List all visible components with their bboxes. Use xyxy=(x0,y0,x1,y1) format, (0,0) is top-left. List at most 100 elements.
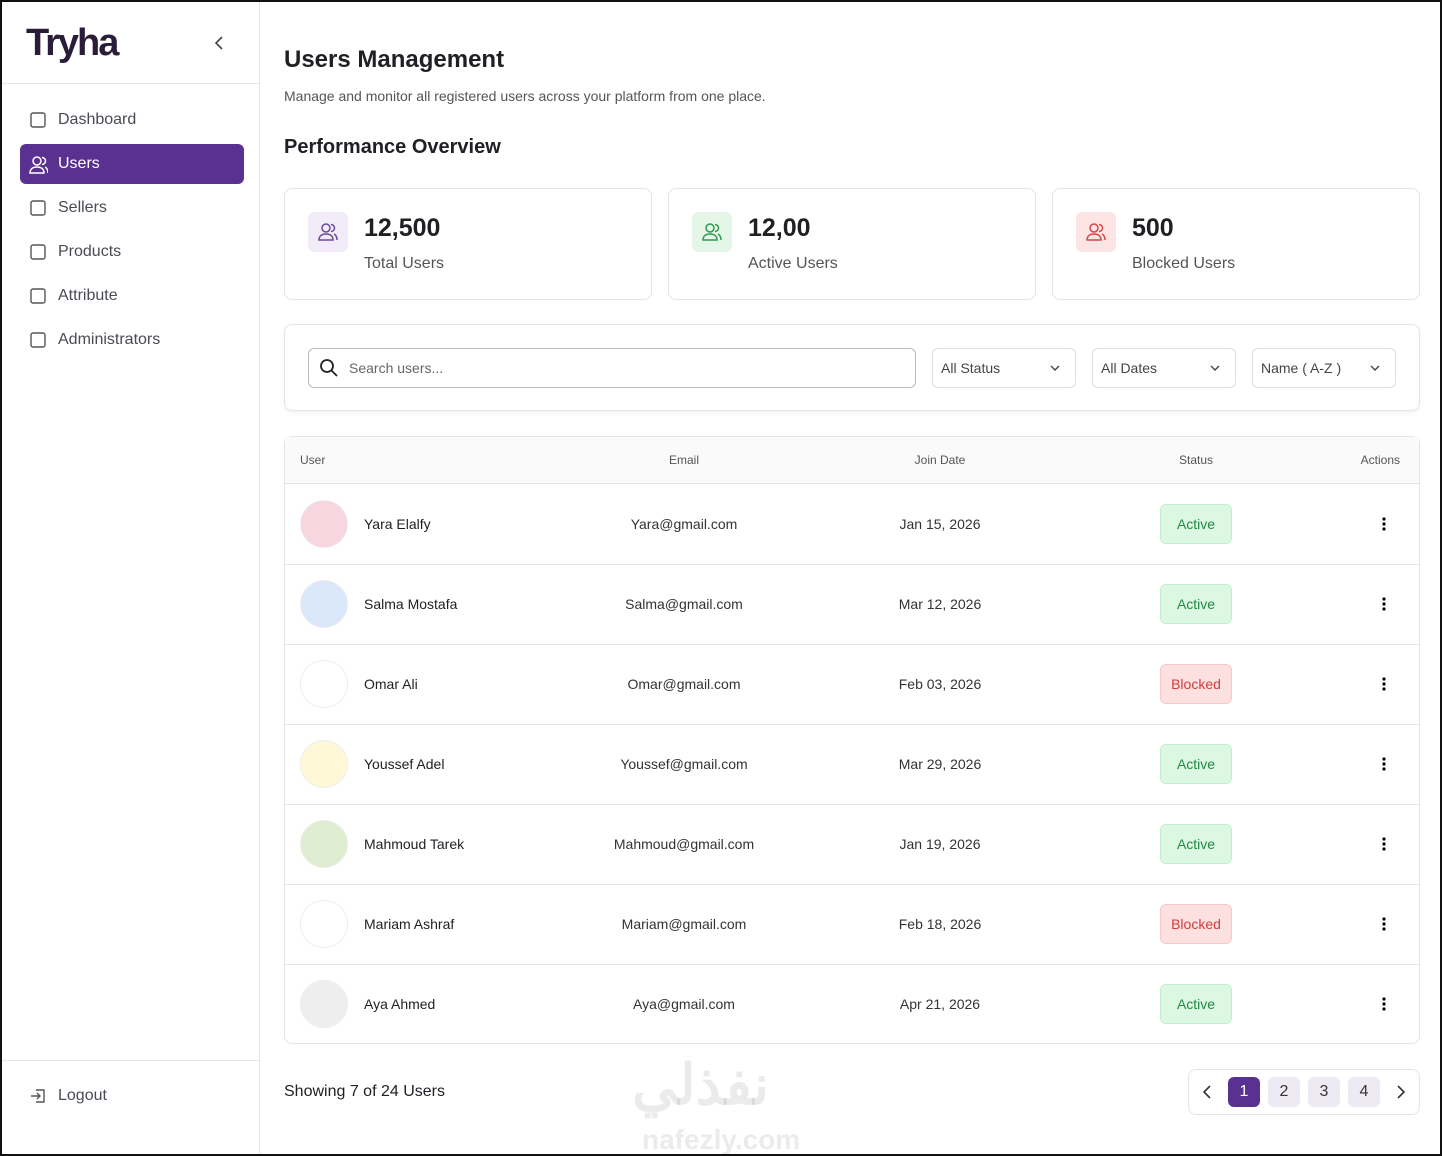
nav-label: Users xyxy=(58,155,100,172)
avatar xyxy=(300,660,348,708)
icon xyxy=(28,242,48,262)
join-date: Mar 29, 2026 xyxy=(898,756,982,772)
join-date: Jan 15, 2026 xyxy=(899,516,981,532)
join-date: Jan 19, 2026 xyxy=(899,836,981,852)
filter-select[interactable]: All Status xyxy=(932,348,1076,388)
nav-item[interactable]: Products xyxy=(20,232,244,272)
user-name: Salma Mostafa xyxy=(364,596,458,612)
status-badge: Blocked xyxy=(1160,904,1232,944)
icon xyxy=(28,110,48,130)
icon xyxy=(28,198,48,218)
stat-icon xyxy=(1076,212,1116,252)
page-button[interactable]: 1 xyxy=(1228,1077,1260,1107)
prev-page[interactable] xyxy=(1200,1084,1216,1100)
icon xyxy=(1378,754,1390,774)
nav-item[interactable]: Sellers xyxy=(20,188,244,228)
stat-label: Total Users xyxy=(364,255,445,272)
row-divider xyxy=(285,644,1419,645)
join-date: Apr 21, 2026 xyxy=(899,996,981,1012)
actions-button[interactable] xyxy=(1378,994,1390,1014)
actions-button[interactable] xyxy=(1378,914,1390,934)
avatar xyxy=(300,900,348,948)
icon xyxy=(1369,362,1381,374)
actions-button[interactable] xyxy=(1378,514,1390,534)
showing-count: Showing 7 of 24 Users xyxy=(284,1083,445,1100)
user-name: Mahmoud Tarek xyxy=(364,836,465,852)
stat-icon xyxy=(692,212,732,252)
column-header: User xyxy=(300,453,326,467)
icon xyxy=(701,221,723,243)
logout-button[interactable]: Logout xyxy=(20,1076,244,1116)
logout-label: Logout xyxy=(58,1087,107,1104)
row-divider xyxy=(285,564,1419,565)
stat-label: Active Users xyxy=(748,255,838,272)
watermark-latin: nafezly.com xyxy=(642,1124,801,1155)
icon xyxy=(1378,674,1390,694)
avatar xyxy=(300,980,348,1028)
user-name: Yara Elalfy xyxy=(364,516,431,532)
nav-item[interactable]: Dashboard xyxy=(20,100,244,140)
icon xyxy=(1378,914,1390,934)
page-button[interactable]: 2 xyxy=(1268,1077,1300,1107)
status-badge: Active xyxy=(1160,744,1232,784)
icon xyxy=(28,154,48,174)
filter-select[interactable]: All Dates xyxy=(1092,348,1236,388)
row-divider xyxy=(285,804,1419,805)
user-name: Omar Ali xyxy=(364,676,418,692)
nav-label: Attribute xyxy=(58,287,118,304)
actions-button[interactable] xyxy=(1378,754,1390,774)
users-table xyxy=(284,436,1420,1044)
user-email: Youssef@gmail.com xyxy=(620,756,748,772)
avatar xyxy=(300,500,348,548)
avatar xyxy=(300,580,348,628)
row-divider xyxy=(285,964,1419,965)
column-header: Email xyxy=(668,453,700,467)
search-placeholder: Search users... xyxy=(349,360,444,376)
column-header: Actions xyxy=(1360,453,1400,467)
user-email: Mahmoud@gmail.com xyxy=(613,836,755,852)
row-divider xyxy=(285,884,1419,885)
logo: Tryha xyxy=(26,22,119,64)
avatar xyxy=(300,820,348,868)
user-email: Aya@gmail.com xyxy=(633,996,735,1012)
search-input[interactable]: Search users... xyxy=(308,348,916,388)
nav-item[interactable]: Users xyxy=(20,144,244,184)
collapse-button[interactable] xyxy=(212,35,228,51)
page-button[interactable]: 3 xyxy=(1308,1077,1340,1107)
join-date: Feb 18, 2026 xyxy=(898,916,982,932)
actions-button[interactable] xyxy=(1378,594,1390,614)
filter-select[interactable]: Name ( A-Z ) xyxy=(1252,348,1396,388)
icon xyxy=(1378,514,1390,534)
sidebar: Tryha Logout Dashboard Users Sellers Produc… xyxy=(2,2,260,1154)
column-header: Status xyxy=(1178,453,1214,467)
user-name: Youssef Adel xyxy=(364,756,445,772)
filter-bar xyxy=(284,324,1420,411)
stat-value: 12,500 xyxy=(364,214,441,242)
filter-label: All Status xyxy=(941,360,1001,376)
actions-button[interactable] xyxy=(1378,834,1390,854)
user-name: Mariam Ashraf xyxy=(364,916,455,932)
user-email: Salma@gmail.com xyxy=(625,596,743,612)
divider xyxy=(2,83,260,84)
user-email: Mariam@gmail.com xyxy=(621,916,747,932)
page-title: Users Management xyxy=(284,46,505,73)
nav-item[interactable]: Attribute xyxy=(20,276,244,316)
page-button[interactable]: 4 xyxy=(1348,1077,1380,1107)
nav-item[interactable]: Administrators xyxy=(20,320,244,360)
status-badge: Active xyxy=(1160,584,1232,624)
stat-label: Blocked Users xyxy=(1132,255,1236,272)
user-email: Yara@gmail.com xyxy=(630,516,738,532)
status-badge: Active xyxy=(1160,824,1232,864)
stat-value: 500 xyxy=(1132,214,1174,242)
filter-label: Name ( A-Z ) xyxy=(1261,360,1342,376)
stat-value: 12,00 xyxy=(748,214,811,242)
pagination xyxy=(1188,1069,1420,1115)
icon xyxy=(1378,594,1390,614)
avatar xyxy=(300,740,348,788)
next-page[interactable] xyxy=(1392,1084,1408,1100)
actions-button[interactable] xyxy=(1378,674,1390,694)
icon xyxy=(1085,221,1107,243)
status-badge: Active xyxy=(1160,504,1232,544)
join-date: Mar 12, 2026 xyxy=(898,596,982,612)
